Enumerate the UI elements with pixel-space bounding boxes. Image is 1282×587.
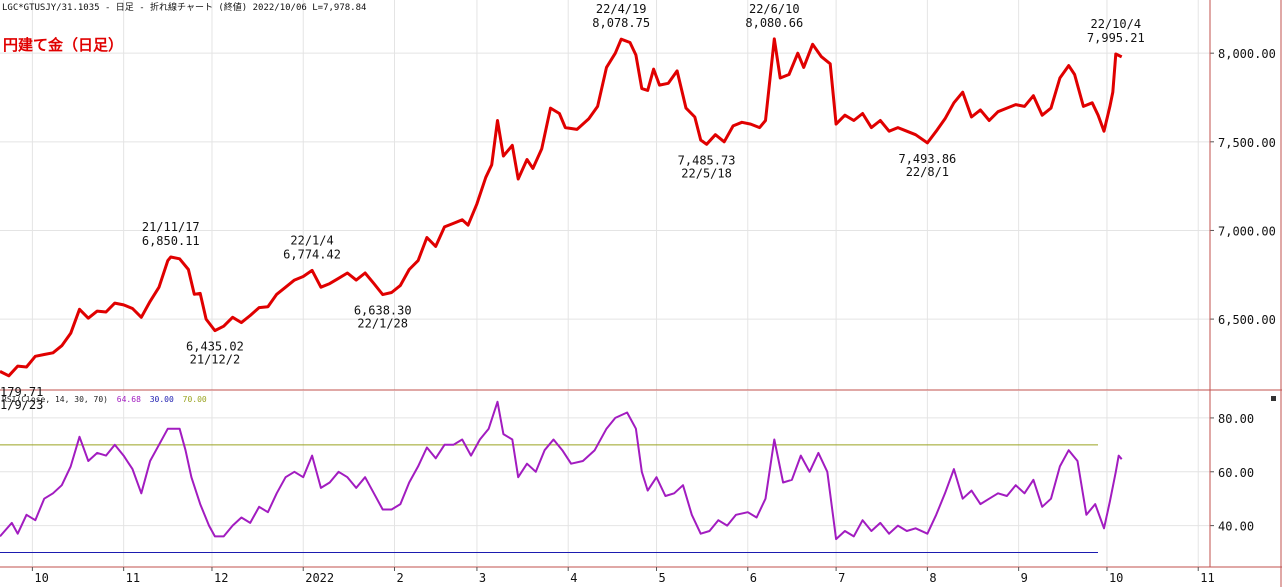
rsi-axis-tick-label: 80.00 bbox=[1218, 412, 1254, 426]
x-axis-tick-label: 7 bbox=[838, 571, 845, 585]
price-annotation-value: 8,080.66 bbox=[745, 16, 803, 30]
price-annotation-value: 7,995.21 bbox=[1087, 31, 1145, 45]
price-annotation-date: 22/10/4 bbox=[1091, 17, 1142, 31]
price-annotation-value: 6,638.30 bbox=[354, 304, 412, 318]
x-axis-tick-label: 9 bbox=[1021, 571, 1028, 585]
price-annotation-value: 179.71 bbox=[0, 385, 43, 399]
chart-info-header: LGC*GTUSJY/31.1035 - 日足 - 折れ線チャート (終値) 2… bbox=[2, 1, 366, 13]
price-annotation-value: 7,485.73 bbox=[678, 153, 736, 167]
x-axis-tick-label: 4 bbox=[570, 571, 577, 585]
rsi-axis-tick-label: 60.00 bbox=[1218, 466, 1254, 480]
pane-close-icon[interactable] bbox=[1271, 396, 1276, 401]
rsi-axis-tick-label: 40.00 bbox=[1218, 520, 1254, 534]
price-annotation-date: 22/1/28 bbox=[357, 317, 408, 331]
price-annotation-value: 8,078.75 bbox=[592, 16, 650, 30]
rsi-header: RSI(Close, 14, 30, 70) 64.68 30.00 70.00 bbox=[2, 395, 207, 404]
price-annotation-value: 6,435.02 bbox=[186, 340, 244, 354]
price-annotation-date: 22/6/10 bbox=[749, 2, 800, 16]
x-axis-tick-label: 2022 bbox=[305, 571, 334, 585]
price-axis-tick-label: 7,000.00 bbox=[1218, 224, 1276, 238]
rsi-lower-band-value: 30.00 bbox=[150, 395, 174, 404]
x-axis-tick-label: 12 bbox=[214, 571, 228, 585]
rsi-header-label: RSI(Close, 14, 30, 70) bbox=[2, 395, 108, 404]
price-annotation-date: 22/5/18 bbox=[681, 166, 732, 180]
price-axis-tick-label: 8,000.00 bbox=[1218, 47, 1276, 61]
price-series-line bbox=[0, 37, 1123, 378]
x-axis-tick-label: 10 bbox=[1109, 571, 1123, 585]
price-annotation-date: 22/1/4 bbox=[290, 233, 333, 247]
x-axis-tick-label: 10 bbox=[34, 571, 48, 585]
x-axis-tick-label: 11 bbox=[126, 571, 140, 585]
rsi-upper-band-value: 70.00 bbox=[183, 395, 207, 404]
x-axis-tick-label: 5 bbox=[659, 571, 666, 585]
x-axis-tick-label: 6 bbox=[750, 571, 757, 585]
price-annotation-date: 22/8/1 bbox=[906, 165, 949, 179]
x-axis-tick-label: 8 bbox=[929, 571, 936, 585]
price-annotation-value: 7,493.86 bbox=[898, 152, 956, 166]
chart-title: 円建て金（日足） bbox=[3, 36, 123, 54]
price-annotation-date: 22/4/19 bbox=[596, 2, 647, 16]
price-axis-tick-label: 7,500.00 bbox=[1218, 136, 1276, 150]
rsi-current-value: 64.68 bbox=[117, 395, 141, 404]
rsi-series-line bbox=[0, 400, 1123, 541]
price-annotation-date: 21/12/2 bbox=[190, 353, 241, 367]
price-annotation-date: 1/9/23 bbox=[0, 398, 43, 412]
price-annotation-value: 6,850.11 bbox=[142, 234, 200, 248]
price-annotation-value: 6,774.42 bbox=[283, 247, 341, 261]
x-axis-tick-label: 11 bbox=[1200, 571, 1214, 585]
x-axis-tick-label: 2 bbox=[397, 571, 404, 585]
x-axis-tick-label: 3 bbox=[479, 571, 486, 585]
price-annotation-date: 21/11/17 bbox=[142, 220, 200, 234]
price-axis-tick-label: 6,500.00 bbox=[1218, 313, 1276, 327]
